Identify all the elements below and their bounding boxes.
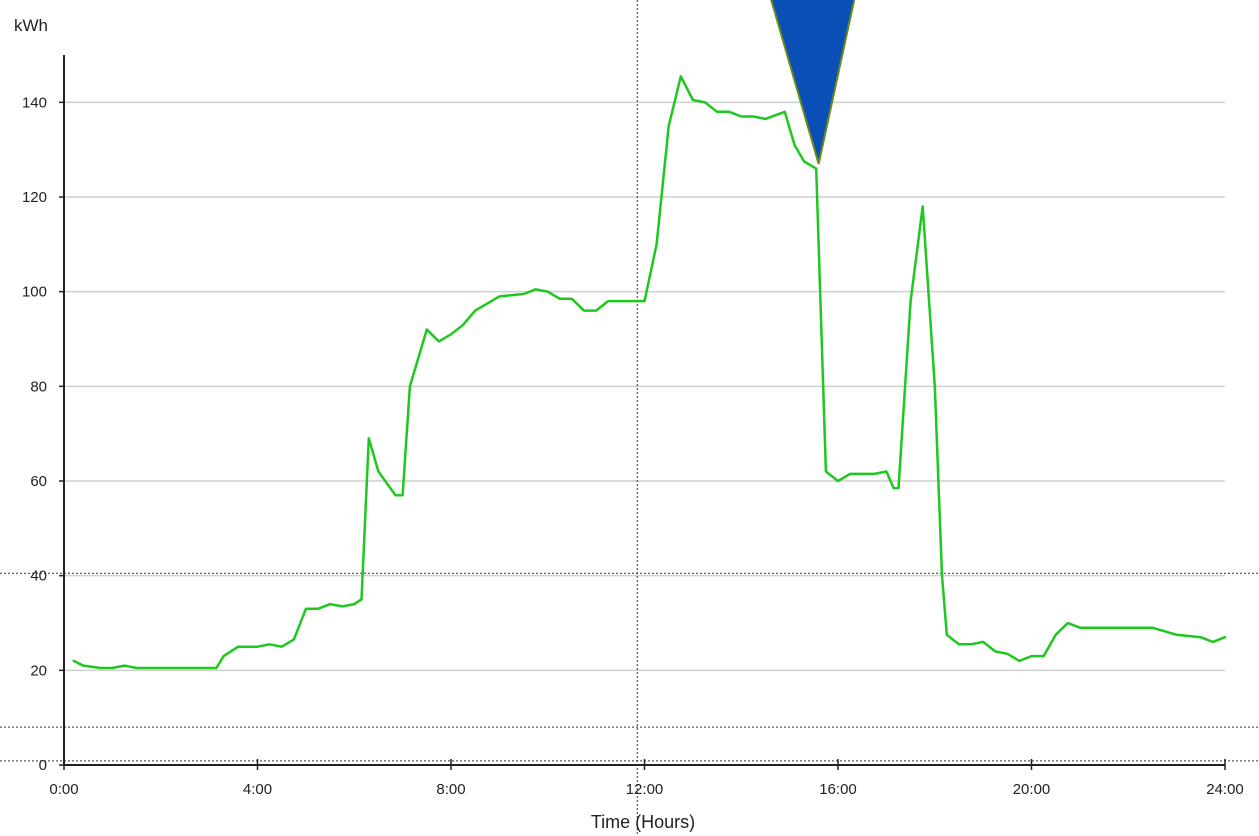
y-axis-unit-label: kWh: [14, 16, 48, 35]
y-tick-label: 0: [39, 757, 47, 774]
grid-layer: [64, 101, 1225, 672]
downward-triangle-marker: [770, 0, 856, 165]
x-ticks: 0:00 4:00 8:00 12:00 16:00 20:00 24:00: [49, 759, 1244, 798]
y-tick-label: 60: [30, 473, 47, 490]
marker-layer: [770, 0, 856, 165]
x-tick-label: 8:00: [436, 781, 465, 798]
y-tick-label: 20: [30, 662, 47, 679]
axes: [63, 55, 1225, 766]
series-line: [72, 75, 1227, 670]
series-layer: [72, 75, 1227, 670]
y-ticks: 0 20 40 60 80 100 120 140: [22, 94, 64, 774]
x-tick-label: 4:00: [243, 781, 272, 798]
y-tick-label: 80: [30, 378, 47, 395]
y-tick-label: 140: [22, 94, 47, 111]
x-axis-title: Time (Hours): [591, 812, 695, 832]
x-tick-label: 12:00: [626, 781, 664, 798]
y-tick-label: 120: [22, 189, 47, 206]
y-tick-label: 40: [30, 568, 47, 585]
x-tick-label: 0:00: [49, 781, 78, 798]
y-tick-label: 100: [22, 284, 47, 301]
x-tick-label: 16:00: [819, 781, 857, 798]
x-tick-label: 24:00: [1206, 781, 1244, 798]
x-tick-label: 20:00: [1013, 781, 1051, 798]
